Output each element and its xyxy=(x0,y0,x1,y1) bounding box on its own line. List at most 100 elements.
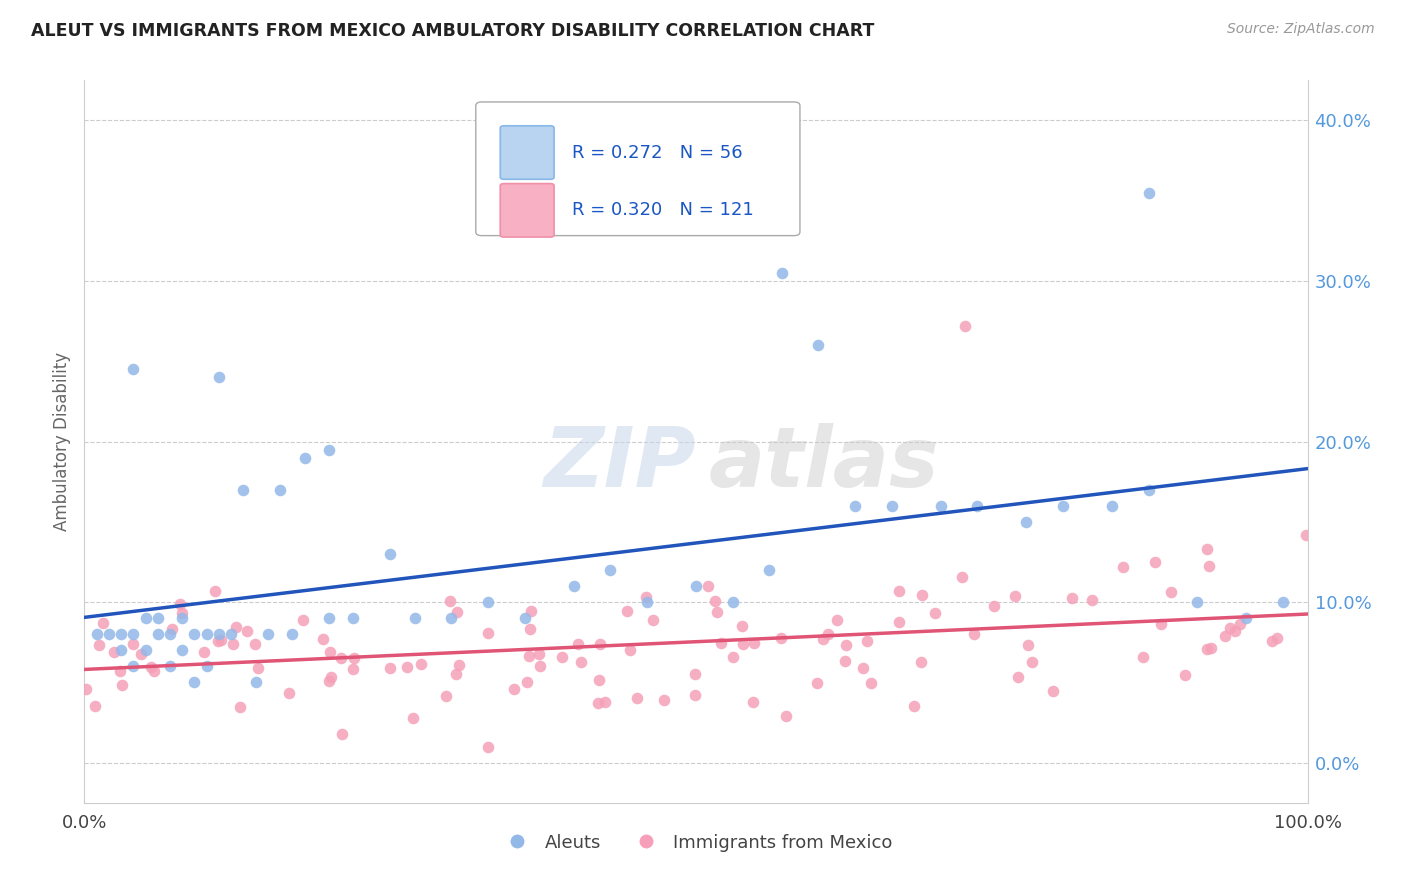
Point xyxy=(517,648,540,663)
Point xyxy=(929,499,952,513)
Point xyxy=(319,645,342,659)
Point xyxy=(86,627,108,641)
Point xyxy=(685,579,707,593)
FancyBboxPatch shape xyxy=(501,126,554,179)
Point xyxy=(257,627,280,641)
Point xyxy=(880,499,903,513)
Point xyxy=(586,696,609,710)
Point xyxy=(516,675,538,690)
Point xyxy=(172,611,194,625)
Point xyxy=(983,599,1005,613)
Point xyxy=(1229,616,1251,631)
Point xyxy=(159,627,181,641)
Point xyxy=(1213,629,1236,643)
Point xyxy=(142,665,165,679)
Point xyxy=(404,611,426,625)
Point xyxy=(91,616,114,631)
Point xyxy=(294,450,316,465)
Point xyxy=(222,637,245,651)
Point xyxy=(110,627,132,641)
Point xyxy=(966,499,988,513)
Point xyxy=(330,650,353,665)
Point xyxy=(444,667,467,681)
Point xyxy=(887,615,910,630)
Point xyxy=(520,604,543,618)
FancyBboxPatch shape xyxy=(501,184,554,237)
Point xyxy=(110,643,132,657)
Point xyxy=(135,643,157,657)
Point xyxy=(588,637,610,651)
Point xyxy=(835,639,858,653)
Point xyxy=(87,638,110,652)
Point xyxy=(146,627,169,641)
Point xyxy=(402,710,425,724)
Point xyxy=(477,626,499,640)
Point xyxy=(204,584,226,599)
Text: Source: ZipAtlas.com: Source: ZipAtlas.com xyxy=(1227,22,1375,37)
Point xyxy=(859,675,882,690)
Point xyxy=(758,563,780,577)
Point xyxy=(953,318,976,333)
Point xyxy=(834,654,856,668)
Point xyxy=(643,613,665,627)
Point xyxy=(97,627,120,641)
Point xyxy=(121,637,143,651)
Point xyxy=(235,624,257,638)
Legend: Aleuts, Immigrants from Mexico: Aleuts, Immigrants from Mexico xyxy=(492,826,900,859)
Point xyxy=(195,627,218,641)
Point xyxy=(721,595,744,609)
Point xyxy=(207,634,229,648)
Point xyxy=(513,611,536,625)
Point xyxy=(318,611,340,625)
Point xyxy=(502,681,524,696)
Point xyxy=(593,695,616,709)
Point xyxy=(1021,655,1043,669)
Point xyxy=(183,675,205,690)
Point xyxy=(225,620,247,634)
Point xyxy=(551,650,574,665)
Point xyxy=(652,692,675,706)
Point xyxy=(903,698,925,713)
Point xyxy=(588,673,610,687)
Point xyxy=(477,739,499,754)
Point xyxy=(380,547,402,561)
Point xyxy=(278,686,301,700)
Point xyxy=(343,651,366,665)
Point xyxy=(807,338,830,352)
Point xyxy=(529,659,551,673)
Point xyxy=(122,659,145,673)
Point xyxy=(963,627,986,641)
Point xyxy=(950,570,973,584)
Point xyxy=(616,604,638,618)
Point xyxy=(160,623,183,637)
Point xyxy=(111,678,134,692)
Point xyxy=(135,611,157,625)
Point xyxy=(567,637,589,651)
Point xyxy=(825,613,848,627)
Point xyxy=(741,695,763,709)
Point xyxy=(855,634,877,648)
Point xyxy=(636,595,658,609)
Point xyxy=(731,637,754,651)
Text: R = 0.320   N = 121: R = 0.320 N = 121 xyxy=(572,202,754,219)
Point xyxy=(683,666,706,681)
Point xyxy=(246,661,269,675)
Point xyxy=(146,611,169,625)
Text: ZIP: ZIP xyxy=(543,423,696,504)
Point xyxy=(1272,595,1295,609)
Point xyxy=(696,578,718,592)
Point xyxy=(195,659,218,673)
Point xyxy=(1017,639,1039,653)
Point xyxy=(208,627,231,641)
Point xyxy=(396,660,419,674)
Point xyxy=(924,606,946,620)
Point xyxy=(1132,650,1154,665)
Point xyxy=(685,688,707,702)
Point xyxy=(770,266,793,280)
Point xyxy=(619,643,641,657)
Point xyxy=(269,483,291,497)
Point xyxy=(477,595,499,609)
Point xyxy=(811,632,834,646)
Point xyxy=(219,627,242,641)
Point xyxy=(527,647,550,661)
